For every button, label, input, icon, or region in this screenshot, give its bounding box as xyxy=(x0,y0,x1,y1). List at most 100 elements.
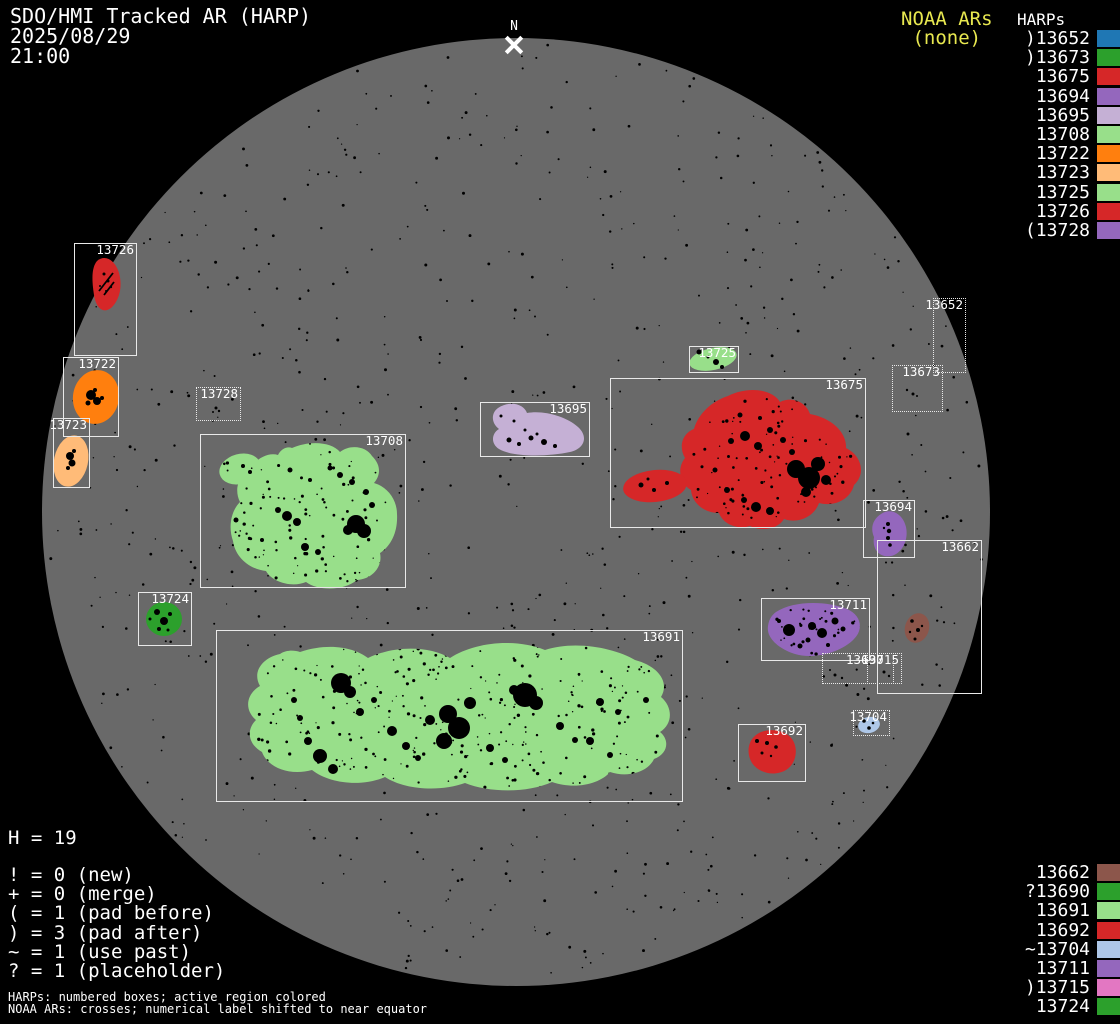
harp-color-chip xyxy=(1097,164,1120,182)
active-region-13675 xyxy=(623,390,861,530)
harp-box-label: 13694 xyxy=(874,499,912,514)
harp-number-label: 13723 xyxy=(1035,162,1090,184)
page-title: SDO/HMI Tracked AR (HARP) xyxy=(10,4,312,28)
harp-color-chip xyxy=(1097,49,1120,67)
harp-box-13675: 13675 xyxy=(610,378,866,528)
harp-list-item: 13691 xyxy=(940,901,1120,920)
time-label: 21:00 xyxy=(10,44,71,68)
harp-color-chip xyxy=(1097,30,1120,47)
harp-box-label: 13704 xyxy=(849,709,887,724)
harp-number-label: 13692 xyxy=(1035,919,1090,941)
harp-box-label: 13722 xyxy=(78,356,116,371)
active-region-13724 xyxy=(146,602,182,636)
active-region-13690 xyxy=(829,669,844,680)
harp-color-chip xyxy=(1097,87,1120,105)
harp-box-13724: 13724 xyxy=(138,592,192,646)
harp-list-item: 13692 xyxy=(940,921,1120,940)
harp-number-label: )13652 xyxy=(1024,28,1090,49)
legend-line: ! = 0 (new) xyxy=(8,864,134,886)
harp-box-13722: 13722 xyxy=(63,357,119,437)
harp-list-item: 13695 xyxy=(940,106,1120,125)
harp-list-item: 13724 xyxy=(940,997,1120,1016)
harp-box-13726: 13726 xyxy=(74,243,137,356)
harp-box-13662: 13662 xyxy=(877,540,982,694)
north-label: N xyxy=(510,19,518,34)
footnote-noaa: NOAA ARs: crosses; numerical label shift… xyxy=(8,1002,428,1016)
harp-box-13695: 13695 xyxy=(480,402,590,457)
harp-number-label: 13695 xyxy=(1035,104,1090,126)
harp-count: H = 19 xyxy=(8,827,77,849)
harp-box-label: 13692 xyxy=(765,723,803,738)
harp-list-item: 13723 xyxy=(940,163,1120,182)
harp-box-label: 13728 xyxy=(200,386,238,401)
harp-number-label: 13711 xyxy=(1035,958,1090,979)
legend-lines: ! = 0 (new) + = 0 (merge)( = 1 (pad befor… xyxy=(8,864,226,983)
noaa-ars-value: (none) xyxy=(912,27,982,49)
harp-list-item: ?13690 xyxy=(940,882,1120,901)
active-region-13673 xyxy=(905,388,918,397)
active-region-13711 xyxy=(767,602,860,657)
legend-line: ? = 1 (placeholder) xyxy=(8,960,226,983)
harp-list-item: 13722 xyxy=(940,144,1120,163)
active-region-13692 xyxy=(748,730,796,774)
harp-box-13723: 13723 xyxy=(49,418,90,488)
harp-list-item: 13726 xyxy=(940,202,1120,221)
active-region-13662 xyxy=(904,613,930,643)
harp-box-13715: 13715 xyxy=(861,653,902,684)
date-label: 2025/08/29 xyxy=(10,24,131,48)
harp-list-item: )13652 xyxy=(940,29,1120,48)
harp-color-chip xyxy=(1097,126,1120,143)
harp-box-label: 13652 xyxy=(925,297,963,312)
noaa-ars-header: NOAA ARs xyxy=(901,8,993,30)
harp-number-label: 13691 xyxy=(1035,900,1090,922)
harp-box-13692: 13692 xyxy=(738,724,806,782)
harp-list-item: 13662 xyxy=(940,863,1120,882)
harp-box-13673: 13673 xyxy=(892,365,943,412)
active-region-13723 xyxy=(53,435,89,487)
harp-box-label: 13726 xyxy=(96,242,134,257)
harp-number-label: )13715 xyxy=(1024,977,1090,999)
harp-box-13690: 13690 xyxy=(822,653,894,684)
harp-box-label: 13675 xyxy=(825,377,863,392)
harp-number-label: )13673 xyxy=(1024,47,1090,69)
legend-line: ) = 3 (pad after) xyxy=(8,921,203,944)
harp-box-label: 13711 xyxy=(829,597,867,612)
harp-number-label: 13662 xyxy=(1035,862,1090,883)
harp-list-item: )13673 xyxy=(940,48,1120,67)
active-region-13725 xyxy=(689,347,737,371)
harp-number-label: 13694 xyxy=(1035,85,1090,107)
harp-box-label: 13715 xyxy=(861,652,899,667)
harp-number-label: 13675 xyxy=(1035,66,1090,88)
harps-list-header: HARPs xyxy=(1017,10,1066,29)
harp-box-13728: 13728 xyxy=(196,387,241,421)
active-region-13728 xyxy=(212,406,221,413)
harp-list-item: 13708 xyxy=(940,125,1120,144)
active-region-13691 xyxy=(248,643,670,791)
harp-box-label: 13708 xyxy=(365,433,403,448)
harp-number-label: 13724 xyxy=(1035,996,1090,1018)
harp-box-13725: 13725 xyxy=(689,346,739,373)
active-region-13715 xyxy=(882,670,891,678)
harp-box-label: 13691 xyxy=(642,629,680,644)
harp-box-13694: 13694 xyxy=(863,500,915,558)
active-region-13694 xyxy=(872,511,907,557)
harp-color-chip xyxy=(1097,921,1120,939)
harp-color-chip xyxy=(1097,940,1120,958)
harp-color-chip xyxy=(1097,106,1120,124)
harp-number-label: ~13704 xyxy=(1024,938,1090,960)
active-region-13722 xyxy=(72,370,120,424)
footnote-harps: HARPs: numbered boxes; active region col… xyxy=(8,990,326,1004)
harp-number-label: (13728 xyxy=(1024,220,1090,241)
harp-list-item: 13711 xyxy=(940,959,1120,978)
harp-color-chip xyxy=(1097,883,1120,901)
harp-box-label: 13725 xyxy=(698,345,736,360)
harp-color-chip xyxy=(1097,202,1120,220)
harp-color-chip xyxy=(1097,68,1120,86)
harp-list-item: ~13704 xyxy=(940,940,1120,959)
harp-list-item: (13728 xyxy=(940,221,1120,240)
harp-list-item: 13694 xyxy=(940,87,1120,106)
active-region-13695 xyxy=(492,403,584,456)
harp-box-label: 13695 xyxy=(549,401,587,416)
